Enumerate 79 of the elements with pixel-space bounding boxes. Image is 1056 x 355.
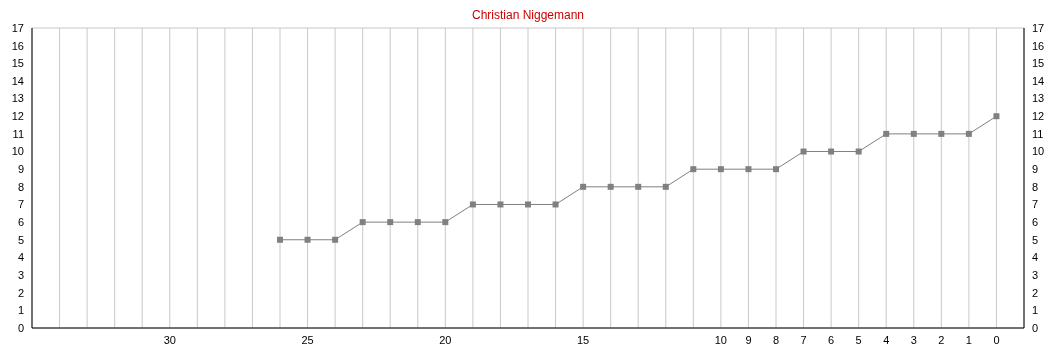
y-tick-label: 10 bbox=[11, 145, 24, 158]
point bbox=[277, 236, 283, 243]
y-tick-label: 16 bbox=[11, 39, 24, 52]
point bbox=[469, 201, 476, 208]
y2-tick-label: 11 bbox=[1032, 127, 1044, 140]
point bbox=[552, 201, 559, 208]
point bbox=[304, 236, 311, 243]
y2-tick-label: 6 bbox=[1032, 216, 1039, 229]
y2-tick-label: 1 bbox=[1032, 304, 1039, 317]
y2-tick-label: 17 bbox=[1032, 21, 1045, 34]
point bbox=[332, 236, 339, 243]
x-tick-label: 20 bbox=[439, 333, 452, 346]
x-tick-label: 7 bbox=[800, 333, 807, 346]
y-tick-label: 6 bbox=[17, 216, 24, 229]
x-tick-label: 9 bbox=[745, 333, 752, 346]
y2-tick-label: 9 bbox=[1032, 163, 1039, 176]
point bbox=[993, 113, 1000, 120]
y-tick-label: 4 bbox=[17, 251, 24, 264]
y2-tick-label: 4 bbox=[1032, 251, 1039, 264]
point bbox=[883, 130, 890, 137]
point bbox=[607, 183, 614, 190]
y2-tick-label: 0 bbox=[1032, 321, 1039, 334]
y-tick-label: 14 bbox=[11, 74, 24, 87]
point bbox=[525, 201, 531, 208]
x-tick-label: 10 bbox=[714, 333, 728, 346]
x-tick-label: 4 bbox=[883, 333, 890, 346]
x-tick-label: 30 bbox=[163, 333, 176, 346]
y2-tick-label: 14 bbox=[1032, 74, 1045, 87]
y2-tick-label: 3 bbox=[1032, 268, 1039, 281]
x-tick-label: 0 bbox=[993, 333, 1000, 346]
y-tick-label: 3 bbox=[17, 268, 24, 281]
x-tick-label: 2 bbox=[938, 333, 945, 346]
y-tick-label: 1 bbox=[17, 304, 24, 317]
y2-tick-label: 5 bbox=[1032, 233, 1039, 246]
point bbox=[359, 219, 366, 226]
x-tick-label: 8 bbox=[772, 333, 780, 346]
y2-tick-label: 10 bbox=[1032, 145, 1045, 158]
x-tick-label: 5 bbox=[855, 333, 862, 346]
y-tick-label: 0 bbox=[17, 321, 24, 334]
y-tick-label: 11 bbox=[12, 127, 24, 140]
x-tick-label: 25 bbox=[301, 333, 314, 346]
y-tick-label: 17 bbox=[11, 21, 24, 34]
point bbox=[662, 183, 669, 190]
y-tick-label: 8 bbox=[17, 180, 24, 193]
y-tick-label: 13 bbox=[11, 92, 24, 105]
point bbox=[910, 130, 917, 137]
point bbox=[497, 201, 504, 208]
point bbox=[938, 130, 945, 137]
point bbox=[855, 148, 862, 155]
point bbox=[387, 219, 394, 226]
point bbox=[635, 183, 642, 190]
chart-title: Christian Niggemann bbox=[470, 8, 586, 22]
y2-tick-label: 15 bbox=[1032, 57, 1045, 70]
x-tick-label: 15 bbox=[576, 333, 590, 346]
y2-tick-label: 7 bbox=[1032, 198, 1039, 211]
y-tick-label: 2 bbox=[17, 286, 24, 299]
point bbox=[580, 183, 587, 190]
point bbox=[717, 166, 724, 173]
x-tick-label: 1 bbox=[965, 333, 972, 346]
y-tick-label: 15 bbox=[11, 57, 24, 70]
point bbox=[773, 166, 779, 173]
y2-tick-label: 12 bbox=[1032, 110, 1045, 123]
point bbox=[800, 148, 807, 155]
point bbox=[828, 148, 835, 155]
y2-tick-label: 8 bbox=[1032, 180, 1039, 193]
y-tick-label: 12 bbox=[11, 110, 24, 123]
y-tick-label: 7 bbox=[17, 198, 24, 211]
y-tick-label: 5 bbox=[17, 233, 24, 246]
x-tick-label: 3 bbox=[910, 333, 917, 346]
x-tick-label: 6 bbox=[828, 333, 835, 346]
point bbox=[414, 219, 421, 226]
point bbox=[442, 219, 449, 226]
y-tick-label: 9 bbox=[17, 163, 24, 176]
y2-tick-label: 2 bbox=[1032, 286, 1039, 299]
y2-tick-label: 13 bbox=[1032, 92, 1045, 105]
point bbox=[690, 166, 697, 173]
point bbox=[965, 130, 972, 137]
y2-tick-label: 16 bbox=[1032, 39, 1045, 52]
point bbox=[745, 166, 752, 173]
